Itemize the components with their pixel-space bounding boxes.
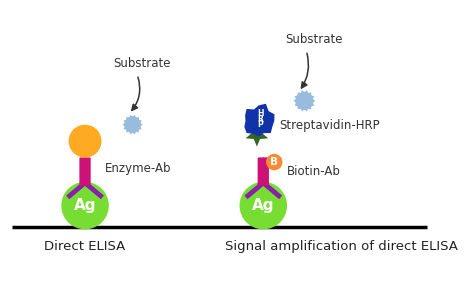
Polygon shape bbox=[85, 182, 103, 198]
Text: B: B bbox=[270, 157, 278, 167]
Text: Enzyme-Ab: Enzyme-Ab bbox=[105, 162, 172, 175]
FancyBboxPatch shape bbox=[262, 157, 269, 186]
Polygon shape bbox=[245, 181, 265, 199]
FancyBboxPatch shape bbox=[79, 157, 86, 186]
Polygon shape bbox=[262, 181, 282, 199]
Text: R: R bbox=[257, 115, 264, 124]
Polygon shape bbox=[67, 182, 85, 198]
Circle shape bbox=[124, 116, 141, 133]
Polygon shape bbox=[245, 104, 274, 136]
Text: Ag: Ag bbox=[252, 198, 274, 213]
Text: Streptavidin-HRP: Streptavidin-HRP bbox=[279, 119, 380, 132]
Text: Ag: Ag bbox=[74, 198, 96, 213]
Polygon shape bbox=[246, 182, 264, 198]
Circle shape bbox=[295, 92, 313, 110]
Polygon shape bbox=[246, 125, 268, 147]
FancyBboxPatch shape bbox=[84, 157, 91, 186]
Text: H: H bbox=[257, 109, 264, 118]
Polygon shape bbox=[83, 181, 104, 199]
Polygon shape bbox=[293, 90, 315, 112]
Text: P: P bbox=[258, 120, 264, 129]
Text: Biotin-Ab: Biotin-Ab bbox=[287, 165, 341, 178]
Circle shape bbox=[266, 154, 283, 170]
Polygon shape bbox=[122, 115, 143, 134]
Circle shape bbox=[61, 182, 109, 229]
Polygon shape bbox=[263, 182, 281, 198]
Text: Substrate: Substrate bbox=[113, 57, 171, 70]
Circle shape bbox=[239, 182, 287, 229]
Polygon shape bbox=[66, 181, 87, 199]
Text: Signal amplification of direct ELISA: Signal amplification of direct ELISA bbox=[225, 240, 457, 253]
Text: Substrate: Substrate bbox=[285, 33, 342, 46]
Circle shape bbox=[69, 125, 101, 157]
FancyBboxPatch shape bbox=[258, 157, 264, 186]
Text: Direct ELISA: Direct ELISA bbox=[45, 240, 126, 253]
